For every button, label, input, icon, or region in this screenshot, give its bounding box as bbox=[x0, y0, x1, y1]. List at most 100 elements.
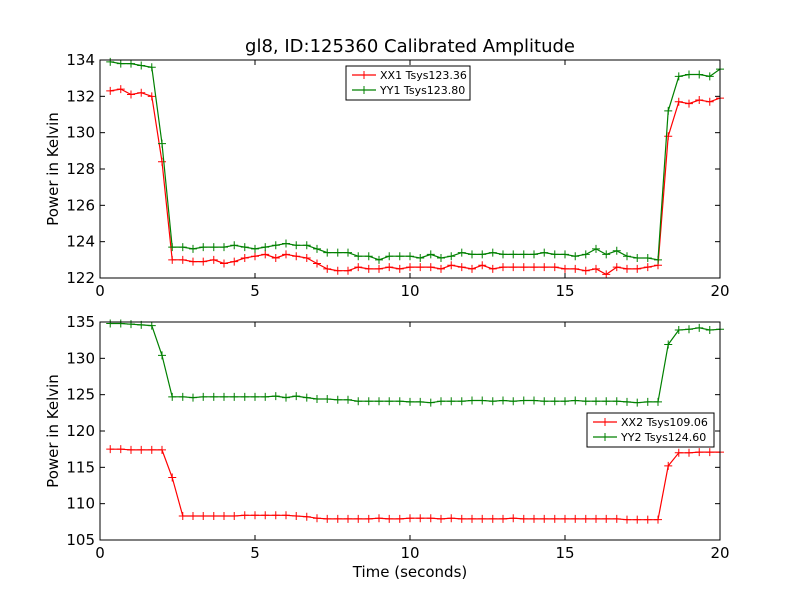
data-point bbox=[550, 397, 559, 406]
data-point bbox=[209, 243, 218, 252]
data-point bbox=[395, 514, 404, 523]
data-point bbox=[271, 511, 280, 520]
data-point bbox=[540, 514, 549, 523]
data-point bbox=[509, 514, 518, 523]
data-point bbox=[437, 264, 445, 273]
data-point bbox=[199, 257, 208, 266]
data-point bbox=[664, 461, 673, 470]
data-point bbox=[633, 515, 642, 524]
data-point bbox=[499, 250, 507, 259]
y-tick-label: 120 bbox=[66, 422, 95, 440]
data-point bbox=[230, 257, 239, 266]
data-point bbox=[437, 397, 445, 406]
data-point bbox=[333, 248, 342, 257]
data-point bbox=[581, 250, 590, 259]
data-point bbox=[705, 97, 714, 106]
data-point bbox=[209, 392, 218, 401]
y-tick-label: 130 bbox=[66, 124, 95, 142]
data-point bbox=[137, 88, 146, 97]
data-point bbox=[354, 397, 363, 406]
data-point bbox=[158, 157, 166, 166]
data-point bbox=[664, 106, 673, 115]
data-point bbox=[364, 264, 373, 273]
data-point bbox=[550, 263, 559, 272]
data-point bbox=[302, 393, 311, 402]
data-point bbox=[612, 263, 621, 272]
data-point bbox=[364, 514, 373, 523]
data-point bbox=[685, 70, 693, 79]
data-point bbox=[499, 396, 507, 405]
data-point bbox=[612, 514, 621, 523]
data-point bbox=[457, 397, 466, 406]
data-point bbox=[561, 397, 569, 406]
data-point bbox=[519, 250, 528, 259]
data-point bbox=[323, 264, 332, 273]
data-point bbox=[685, 99, 693, 108]
data-point bbox=[168, 392, 177, 401]
data-point bbox=[116, 319, 125, 328]
data-point bbox=[364, 397, 373, 406]
data-point bbox=[695, 95, 704, 104]
series-line-1 bbox=[110, 448, 720, 521]
data-point bbox=[654, 515, 662, 524]
data-point bbox=[581, 514, 590, 523]
data-point bbox=[406, 263, 414, 272]
data-point bbox=[271, 254, 280, 263]
y-tick-label: 110 bbox=[66, 495, 95, 513]
data-point bbox=[592, 264, 600, 273]
data-point bbox=[468, 264, 476, 273]
data-point bbox=[282, 511, 290, 520]
data-point bbox=[137, 61, 146, 70]
data-point bbox=[240, 254, 249, 263]
data-point bbox=[375, 514, 383, 523]
data-point bbox=[354, 514, 363, 523]
data-point bbox=[478, 514, 487, 523]
y-axis-label: Power in Kelvin bbox=[44, 374, 62, 488]
x-tick-label: 10 bbox=[400, 544, 419, 562]
data-point bbox=[240, 511, 249, 520]
legend-label: XX2 Tsys109.06 bbox=[621, 416, 708, 429]
data-point bbox=[530, 396, 538, 405]
data-point bbox=[530, 250, 538, 259]
data-point bbox=[447, 252, 456, 261]
data-point bbox=[550, 250, 559, 259]
data-point bbox=[623, 397, 631, 406]
data-point bbox=[364, 252, 373, 261]
data-point bbox=[571, 514, 580, 523]
data-point bbox=[251, 511, 259, 520]
legend-label: YY1 Tsys123.80 bbox=[379, 84, 465, 97]
data-point bbox=[199, 243, 208, 252]
legend-box bbox=[586, 412, 715, 448]
data-point bbox=[499, 514, 507, 523]
data-point bbox=[592, 244, 600, 253]
data-point bbox=[561, 514, 569, 523]
legend-label: YY2 Tsys124.60 bbox=[620, 431, 706, 444]
data-point bbox=[127, 59, 135, 68]
chart-panel-2: 0 5 10 15 20 105 110 115 120 125 130 135 Power in Ke… bbox=[44, 313, 730, 581]
data-point bbox=[116, 445, 125, 454]
data-point bbox=[230, 392, 239, 401]
data-point bbox=[189, 393, 197, 402]
data-point bbox=[220, 512, 228, 521]
data-point bbox=[292, 241, 301, 250]
data-point bbox=[385, 397, 394, 406]
data-point bbox=[685, 325, 693, 334]
data-point bbox=[654, 397, 662, 406]
data-point bbox=[323, 395, 332, 404]
data-point bbox=[592, 514, 600, 523]
y-tick-label: 124 bbox=[66, 233, 95, 251]
data-point bbox=[623, 264, 631, 273]
data-point bbox=[147, 445, 156, 454]
data-point bbox=[385, 514, 394, 523]
data-point bbox=[602, 250, 611, 259]
data-point bbox=[395, 252, 404, 261]
data-point bbox=[437, 514, 445, 523]
data-point bbox=[178, 392, 187, 401]
data-point bbox=[158, 139, 166, 148]
y-tick-label: 126 bbox=[66, 196, 95, 214]
data-point bbox=[623, 515, 631, 524]
data-point bbox=[612, 397, 621, 406]
data-point bbox=[344, 266, 352, 275]
data-point bbox=[447, 514, 456, 523]
data-point bbox=[509, 263, 518, 272]
